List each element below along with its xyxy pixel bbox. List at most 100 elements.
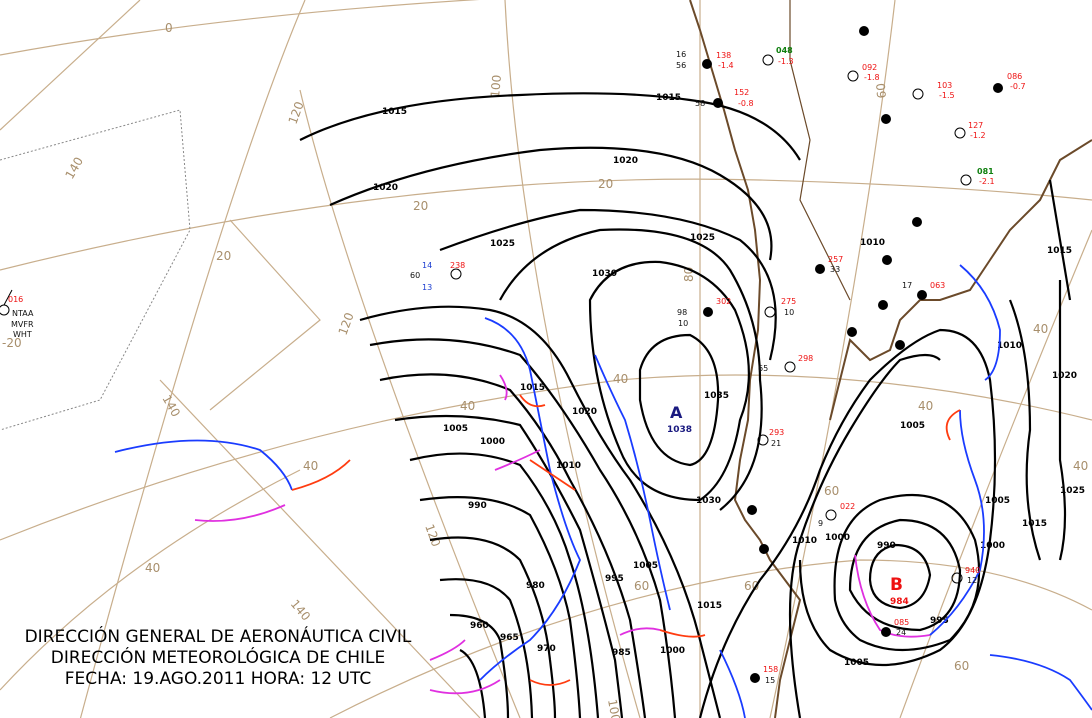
svg-text:081: 081 xyxy=(977,167,994,176)
svg-text:1015: 1015 xyxy=(697,601,722,611)
station: 302 98 10 xyxy=(677,297,731,328)
svg-text:1010: 1010 xyxy=(997,341,1022,351)
svg-text:-20: -20 xyxy=(2,336,22,350)
station: 081-2.1 xyxy=(960,167,995,186)
svg-text:965: 965 xyxy=(500,633,519,643)
svg-text:1030: 1030 xyxy=(592,269,617,279)
station: 086-0.7 xyxy=(993,72,1026,93)
svg-text:120: 120 xyxy=(286,100,307,126)
title-line-3: FECHA: 19.AGO.2011 HORA: 12 UTC xyxy=(64,669,372,689)
cold-front xyxy=(594,354,671,611)
svg-text:1025: 1025 xyxy=(690,233,715,243)
svg-text:24: 24 xyxy=(896,628,906,637)
cold-front xyxy=(959,264,1001,381)
svg-text:995: 995 xyxy=(930,616,949,626)
map-title-block: DIRECCIÓN GENERAL DE AERONÁUTICA CIVIL D… xyxy=(0,627,436,690)
svg-text:WHT: WHT xyxy=(13,330,32,339)
svg-text:33: 33 xyxy=(830,265,840,274)
svg-text:58: 58 xyxy=(695,99,705,108)
svg-text:14: 14 xyxy=(422,261,432,270)
svg-text:100: 100 xyxy=(605,698,623,718)
svg-text:17: 17 xyxy=(902,281,912,290)
svg-text:158: 158 xyxy=(763,665,778,674)
warm-front xyxy=(659,629,706,638)
svg-text:1020: 1020 xyxy=(613,156,638,166)
svg-text:092: 092 xyxy=(862,63,877,72)
svg-text:293: 293 xyxy=(769,428,784,437)
svg-text:257: 257 xyxy=(828,255,843,264)
svg-text:12: 12 xyxy=(967,576,977,585)
svg-text:1005: 1005 xyxy=(844,658,869,668)
svg-text:103: 103 xyxy=(937,81,952,90)
svg-text:-1.8: -1.8 xyxy=(864,73,880,82)
station: 103-1.5 xyxy=(912,81,955,100)
coastline-south-america xyxy=(689,0,1092,718)
svg-text:60: 60 xyxy=(824,484,839,498)
svg-text:120: 120 xyxy=(422,522,443,548)
svg-text:016: 016 xyxy=(8,295,23,304)
occluded-front xyxy=(619,627,661,636)
warm-front xyxy=(529,679,571,686)
svg-text:1015: 1015 xyxy=(382,107,407,117)
svg-text:1015: 1015 xyxy=(1047,246,1072,256)
svg-text:40: 40 xyxy=(1033,322,1048,336)
svg-text:1035: 1035 xyxy=(704,391,729,401)
occluded-front xyxy=(854,554,931,638)
warm-front xyxy=(519,394,576,491)
svg-text:984: 984 xyxy=(890,597,909,607)
svg-text:960: 960 xyxy=(470,621,489,631)
svg-text:1005: 1005 xyxy=(633,561,658,571)
svg-text:40: 40 xyxy=(460,399,475,413)
svg-text:985: 985 xyxy=(612,648,631,658)
svg-text:65: 65 xyxy=(758,364,768,373)
svg-text:127: 127 xyxy=(968,121,983,130)
svg-text:1020: 1020 xyxy=(373,183,398,193)
svg-text:60: 60 xyxy=(874,83,889,99)
title-line-1: DIRECCIÓN GENERAL DE AERONÁUTICA CIVIL xyxy=(24,627,412,647)
svg-text:-1.2: -1.2 xyxy=(970,131,986,140)
svg-text:40: 40 xyxy=(918,399,933,413)
cold-front xyxy=(114,439,293,491)
station-ntaa: 016 NTAA MVFR WHT xyxy=(0,289,34,339)
station: 127-1.2 xyxy=(954,121,986,140)
svg-text:9: 9 xyxy=(818,519,823,528)
station: 298 65 xyxy=(758,354,813,373)
svg-text:10: 10 xyxy=(784,308,794,317)
svg-text:40: 40 xyxy=(303,459,318,473)
graticule-labels: 0 120 140 100 80 60 20 20 20 40 40 40 40… xyxy=(2,21,1088,718)
svg-text:21: 21 xyxy=(771,439,781,448)
fir-boundary xyxy=(0,109,191,431)
svg-text:-1.4: -1.4 xyxy=(718,61,734,70)
isobar-labels: 1015 1015 1020 1020 1025 1025 1030 1035 … xyxy=(373,93,1085,668)
svg-text:-2.1: -2.1 xyxy=(979,177,995,186)
svg-text:-1.5: -1.5 xyxy=(939,91,955,100)
svg-text:140: 140 xyxy=(288,597,313,624)
svg-text:-0.7: -0.7 xyxy=(1010,82,1026,91)
svg-text:60: 60 xyxy=(634,579,649,593)
svg-text:1000: 1000 xyxy=(825,533,850,543)
svg-text:1005: 1005 xyxy=(900,421,925,431)
svg-text:B: B xyxy=(890,575,903,595)
station: 152 58 -0.8 xyxy=(695,88,754,108)
svg-text:970: 970 xyxy=(537,644,556,654)
svg-text:1020: 1020 xyxy=(1052,371,1077,381)
svg-text:302: 302 xyxy=(716,297,731,306)
svg-text:1015: 1015 xyxy=(520,383,545,393)
svg-text:98: 98 xyxy=(677,308,687,317)
svg-text:298: 298 xyxy=(798,354,813,363)
svg-text:940: 940 xyxy=(965,566,980,575)
station: 138 56 16 -1.4 xyxy=(676,50,734,70)
station: 092-1.8 xyxy=(847,63,880,82)
svg-text:120: 120 xyxy=(336,311,357,337)
svg-text:140: 140 xyxy=(62,155,86,182)
svg-text:063: 063 xyxy=(930,281,945,290)
svg-text:40: 40 xyxy=(145,561,160,575)
svg-text:1038: 1038 xyxy=(667,425,692,435)
svg-text:10: 10 xyxy=(678,319,688,328)
